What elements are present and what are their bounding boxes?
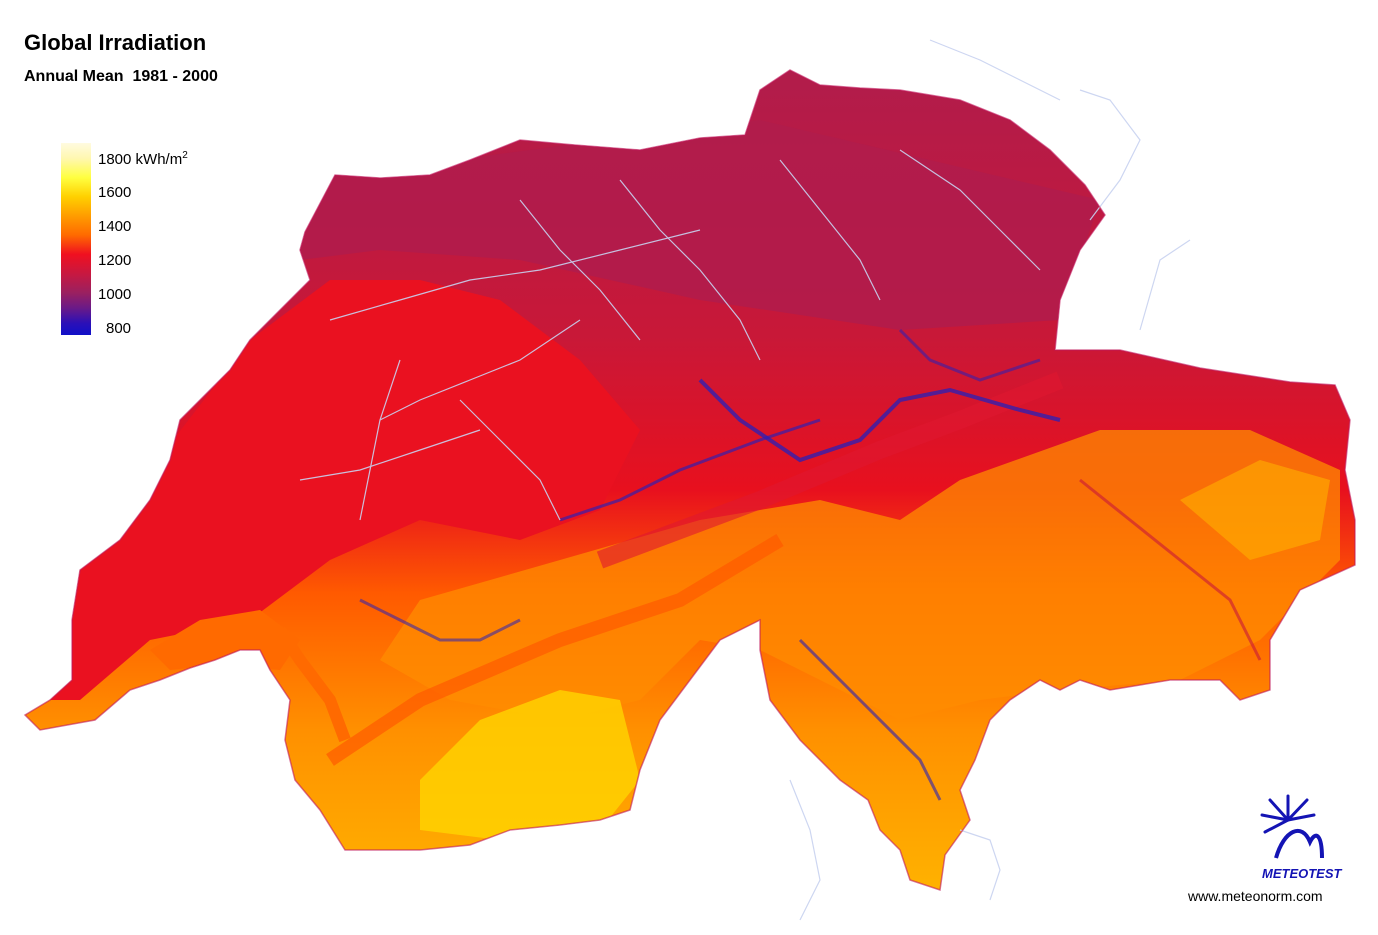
river-1: [329, 229, 701, 321]
lake-constance-shore: [1079, 89, 1141, 221]
legend-color-bar: [61, 143, 91, 335]
blue-valley-shading-1: [698, 378, 1061, 463]
river-11: [929, 39, 1061, 101]
river-2: [379, 319, 581, 421]
river-8: [359, 359, 401, 521]
legend-label-1800: 1800 kWh/m2: [98, 150, 188, 168]
blue-valley-shading-4: [359, 598, 521, 642]
legend-label-800: 800: [106, 320, 132, 337]
logo-ray-3: [1268, 798, 1290, 822]
legend-label-1600: 1600: [98, 184, 132, 201]
rhone-rhine-valley-band: [596, 371, 1064, 569]
northern-plateau-region: [300, 120, 1100, 330]
irradiation-field: [25, 70, 1355, 890]
blue-valley-shading-3: [798, 638, 942, 801]
legend-label-1400: 1400: [98, 218, 132, 235]
lake-como-shore: [959, 829, 1001, 901]
legend-label-1000: 1000: [98, 286, 132, 303]
engadin-bright-region: [1180, 460, 1330, 560]
river-4: [619, 179, 761, 361]
engadin-valley-shading: [1079, 478, 1262, 661]
river-7: [519, 199, 641, 341]
logo-ray-2: [1286, 798, 1309, 822]
river-6: [899, 149, 1041, 271]
logo-ray-4: [1260, 813, 1290, 822]
rhone-delta-region: [275, 626, 351, 743]
river-5: [779, 159, 881, 301]
logo-ray-6: [1263, 818, 1290, 834]
alpine-south-region: [380, 430, 1340, 720]
logo-ray-5: [1286, 813, 1316, 822]
high-alpine-bright-region: [420, 690, 640, 840]
map-title: Global Irradiation: [24, 30, 207, 55]
blue-valley-shading-5: [898, 328, 1041, 382]
meteotest-logo-icon: [1260, 794, 1324, 859]
river-network: [299, 39, 1191, 921]
river-3: [299, 429, 481, 481]
blue-valley-shading-2: [559, 418, 821, 522]
meteotest-logo-text: METEOTEST: [1262, 866, 1342, 881]
river-10: [1139, 239, 1191, 331]
meteonorm-url[interactable]: www.meteonorm.com: [1188, 888, 1323, 904]
river-9: [459, 399, 561, 521]
lake-maggiore-shore: [789, 779, 821, 921]
valais-valley-band: [326, 533, 784, 766]
legend-label-1200: 1200: [98, 252, 132, 269]
western-plateau-region: [30, 280, 640, 700]
logo-m-glyph: [1274, 829, 1324, 859]
map-subtitle: Annual Mean 1981 - 2000: [24, 68, 218, 85]
